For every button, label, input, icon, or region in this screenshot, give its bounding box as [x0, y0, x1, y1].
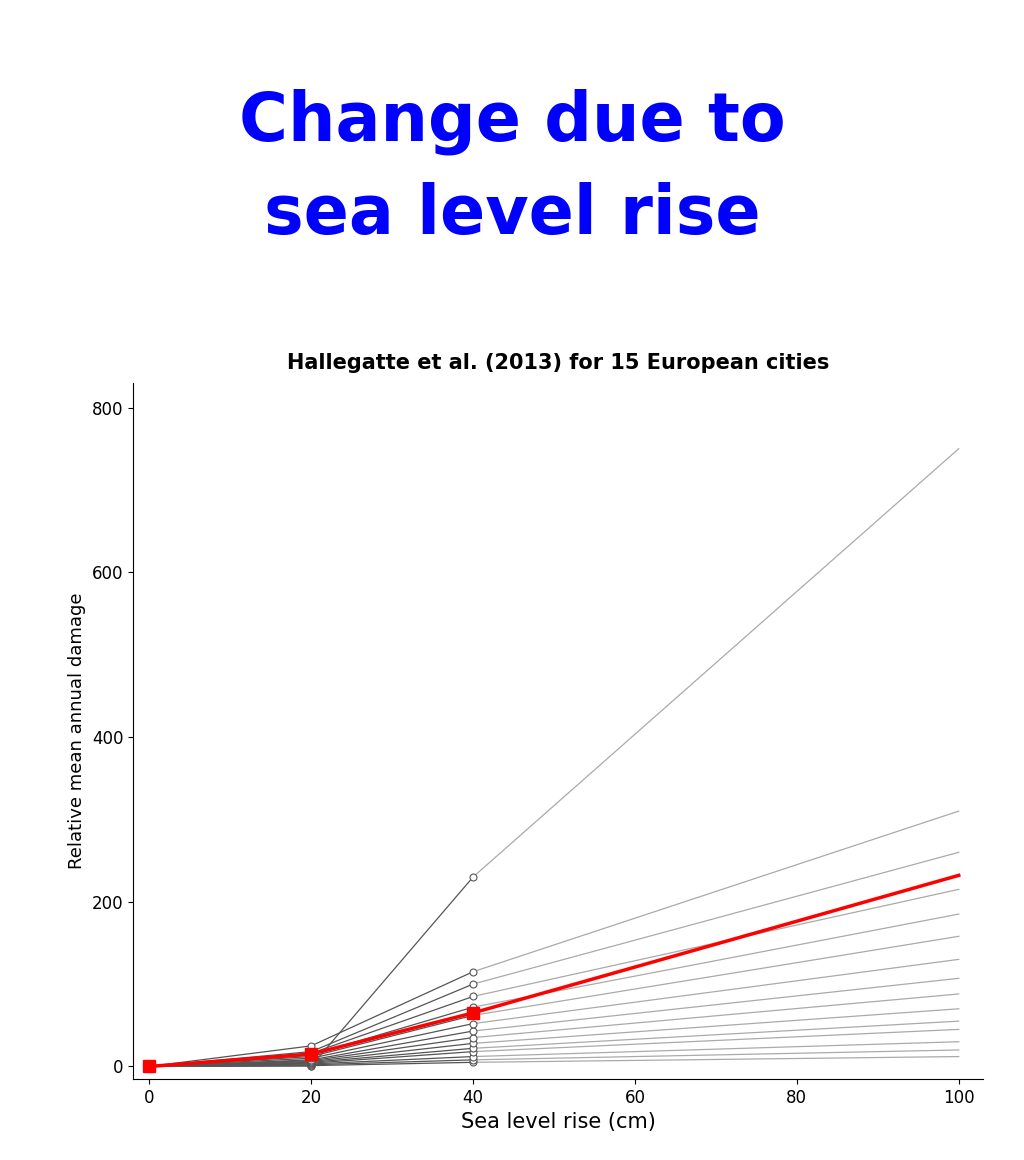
Y-axis label: Relative mean annual damage: Relative mean annual damage — [69, 593, 86, 869]
Title: Hallegatte et al. (2013) for 15 European cities: Hallegatte et al. (2013) for 15 European… — [287, 353, 829, 372]
X-axis label: Sea level rise (cm): Sea level rise (cm) — [461, 1112, 655, 1132]
Text: Change due to: Change due to — [239, 88, 785, 155]
Text: sea level rise: sea level rise — [264, 182, 760, 247]
